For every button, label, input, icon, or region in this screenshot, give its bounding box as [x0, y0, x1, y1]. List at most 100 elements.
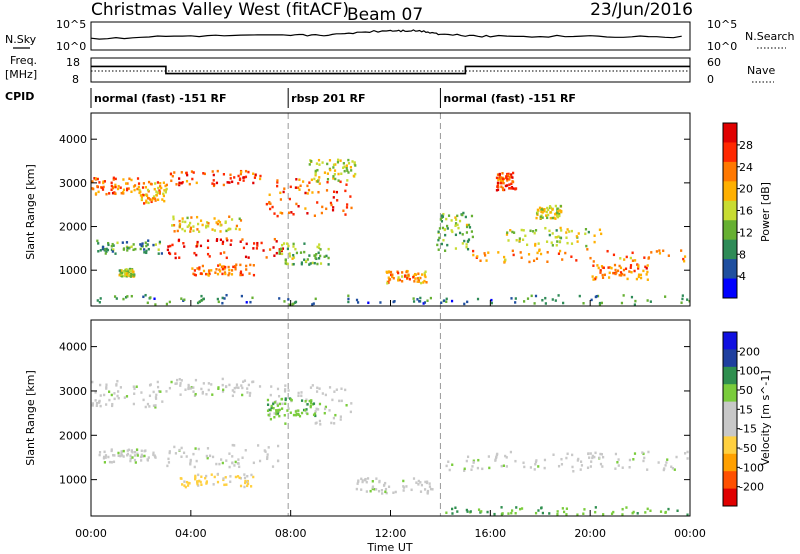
range-cell [238, 476, 241, 480]
range-cell [112, 453, 115, 457]
range-cell [193, 269, 196, 272]
range-cell [333, 169, 337, 172]
range-cell [197, 222, 200, 226]
colorbar-tick-label: 28 [739, 139, 753, 152]
range-cell [393, 300, 396, 303]
range-cell [126, 454, 129, 457]
range-cell [310, 178, 313, 182]
range-cell [289, 411, 292, 414]
range-cell [182, 242, 185, 245]
range-cell [237, 174, 240, 178]
range-cell [118, 273, 121, 277]
range-cell [597, 266, 600, 270]
range-cell [243, 473, 246, 476]
range-cell [123, 274, 126, 278]
range-cell [225, 459, 228, 462]
range-cell [477, 508, 481, 511]
x-tick-label: 20:00 [574, 527, 606, 540]
nsky-series-line [90, 29, 682, 40]
range-cell [397, 271, 400, 275]
range-cell [315, 253, 318, 256]
range-cell [439, 218, 442, 221]
range-cell [683, 259, 686, 263]
range-cell [187, 481, 190, 485]
range-cell [352, 174, 355, 178]
range-cell [447, 214, 451, 217]
range-cell [187, 386, 190, 390]
range-cell [196, 301, 200, 305]
range-cell [310, 399, 313, 402]
range-cell [602, 266, 605, 270]
range-cell [153, 455, 157, 458]
range-cell [242, 380, 245, 383]
range-cell [276, 459, 280, 463]
range-cell [541, 511, 544, 515]
range-cell [271, 465, 275, 468]
range-cell [104, 252, 107, 255]
range-cell [251, 380, 254, 384]
range-cell [594, 277, 597, 281]
range-cell [149, 182, 153, 186]
range-cell [336, 158, 340, 162]
range-cell [174, 452, 178, 455]
range-cell [443, 228, 447, 231]
range-cell [534, 242, 537, 246]
range-cell [686, 298, 689, 301]
range-cell [616, 461, 619, 464]
range-cell [103, 450, 106, 454]
range-cell [232, 265, 235, 269]
range-cell [417, 272, 420, 275]
range-cell [522, 461, 525, 465]
range-cell [104, 454, 108, 457]
range-cell [625, 255, 628, 259]
range-cell [189, 230, 192, 233]
range-cell [594, 510, 597, 514]
range-cell [134, 247, 137, 251]
range-cell [178, 183, 181, 187]
range-cell [186, 484, 190, 487]
range-cell [576, 513, 579, 516]
range-cell [168, 386, 172, 390]
range-cell [592, 264, 595, 267]
range-cell [502, 464, 505, 467]
time-axis-label: Time UT [366, 541, 412, 554]
cpid-segment-label: normal (fast) -151 RF [443, 92, 576, 105]
range-cell [145, 249, 148, 253]
range-cell [306, 258, 309, 261]
range-cell [304, 400, 307, 403]
freq-right-tick-top: 60 [707, 56, 721, 69]
range-cell [505, 175, 508, 178]
range-cell [171, 243, 174, 247]
range-cell [316, 262, 319, 266]
range-cell [308, 254, 311, 257]
range-cell [297, 394, 300, 398]
range-cell [442, 238, 445, 242]
range-cell [541, 208, 544, 211]
range-cell [467, 238, 471, 241]
range-cell [324, 393, 327, 397]
range-cell [555, 213, 559, 216]
range-cell [238, 217, 241, 221]
range-cell [142, 182, 145, 185]
range-cell [347, 158, 350, 162]
range-cell [144, 241, 147, 244]
range-cell [577, 457, 580, 461]
range-cell [223, 297, 226, 300]
range-cell [467, 223, 471, 227]
velocity-heatmap [91, 377, 689, 516]
range-cell [135, 448, 139, 451]
range-cell [276, 387, 280, 391]
range-cell [121, 271, 124, 275]
range-cell [507, 172, 510, 176]
range-cell [443, 249, 447, 252]
range-cell [589, 452, 592, 455]
range-cell [549, 206, 553, 210]
range-cell [164, 189, 167, 192]
range-cell [417, 280, 420, 283]
range-cell [314, 422, 317, 425]
range-cell [245, 480, 249, 484]
range-cell [287, 407, 290, 410]
range-cell [134, 461, 137, 464]
range-cell [156, 385, 160, 389]
range-cell [306, 192, 309, 195]
